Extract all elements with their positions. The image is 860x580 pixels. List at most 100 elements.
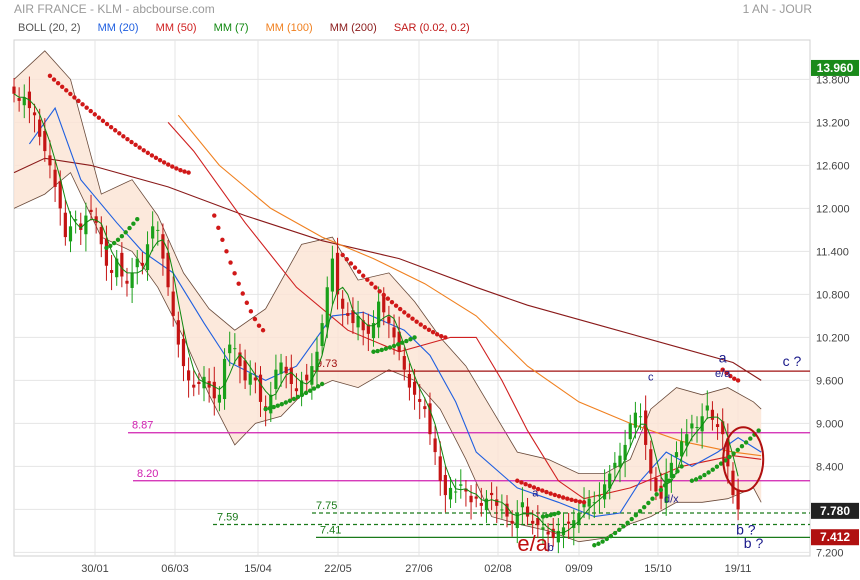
candle-body [17, 98, 21, 101]
sar-dot [439, 333, 444, 339]
sar-dot [621, 524, 626, 529]
candle-body [315, 351, 319, 371]
sar-dot [727, 454, 732, 460]
legend: BOLL (20, 2) MM (20) MM (50) MM (7) MM (… [18, 22, 484, 34]
candle-body [597, 495, 602, 497]
sar-dot [287, 398, 293, 403]
x-tick-label: 27/06 [405, 563, 433, 575]
sar-dot [356, 269, 362, 274]
candle-body [274, 369, 278, 390]
sar-dot [662, 483, 668, 488]
sar-dot [375, 348, 380, 354]
sar-dot [565, 496, 570, 501]
candle-body [341, 298, 345, 309]
wave-label-0: e/a [517, 531, 548, 556]
wave-label-4: d/x [664, 493, 679, 505]
candle-body [130, 272, 134, 288]
price-label-green: 13.960 [817, 61, 854, 75]
ma-line-200 [13, 157, 762, 381]
candle-body [448, 487, 453, 500]
y-tick-label: 12.600 [816, 160, 850, 172]
sar-dot [604, 536, 609, 542]
sar-dot [117, 131, 122, 136]
sar-dot [689, 478, 695, 483]
candle-body [726, 438, 730, 467]
sar-dot [531, 485, 537, 490]
wave-label-9: b ? [744, 535, 764, 551]
sar-dot [108, 243, 113, 249]
candle-body [125, 280, 129, 284]
x-tick-label: 02/08 [484, 563, 512, 575]
chart-period[interactable]: 1 AN - JOUR [742, 2, 812, 16]
candle-body [500, 509, 504, 511]
candle-body [495, 499, 499, 506]
candle-body [664, 473, 668, 503]
candle-body [330, 258, 334, 292]
price-tag-black [811, 502, 859, 519]
candle-body [392, 327, 396, 338]
sar-dot [548, 491, 553, 496]
sar-dot [111, 240, 117, 246]
y-tick-label: 11.400 [816, 246, 849, 258]
sar-dot [157, 157, 163, 163]
candle-body [115, 258, 119, 278]
candle-body [22, 97, 26, 106]
sar-dot [311, 386, 317, 391]
candle-body [63, 212, 67, 238]
sar-dot [418, 322, 423, 327]
candle-body [484, 498, 489, 511]
candle-body [192, 384, 196, 388]
price-label-black: 7.780 [820, 504, 850, 518]
legend-mm20: MM (20) [97, 22, 139, 34]
sar-dot [279, 401, 284, 407]
candle-body [238, 352, 242, 367]
sar-dot [724, 370, 729, 376]
candle-body [443, 475, 447, 496]
candle-body [284, 366, 288, 374]
x-tick-label: 19/11 [725, 563, 752, 575]
candle-body [515, 513, 519, 529]
wave-label-8: b ? [736, 522, 756, 538]
sar-dot [728, 373, 733, 379]
chart-title: AIR FRANCE - KLM - abcbourse.com [14, 2, 215, 16]
price-tag-green [811, 59, 859, 76]
sar-dot [596, 541, 601, 546]
sar-dot [735, 378, 741, 383]
candle-body [705, 405, 709, 411]
candle-body [176, 320, 180, 345]
ma-line-7 [13, 93, 739, 534]
sar-dot [523, 481, 528, 487]
candle-body [109, 270, 114, 273]
sar-dot [560, 495, 566, 500]
candle-body [680, 441, 684, 457]
candle-body [464, 488, 468, 492]
sar-dot [658, 487, 664, 493]
sar-dot [395, 342, 401, 347]
sar-dot [186, 170, 191, 175]
candle-body [228, 344, 232, 354]
sar-dot [68, 91, 73, 97]
y-tick-label: 7.200 [816, 547, 844, 559]
y-tick-label: 13.800 [816, 74, 850, 86]
sar-dot [577, 499, 583, 504]
candle-body [479, 502, 483, 506]
candle-body [412, 381, 417, 395]
candle-body [628, 423, 632, 440]
candle-body [428, 403, 432, 435]
wave-label-7: c ? [783, 353, 802, 369]
candle-body [320, 323, 324, 347]
candle-body [438, 456, 442, 481]
sar-dot [385, 296, 391, 301]
sar-dot [383, 346, 389, 351]
sar-dot [283, 400, 289, 405]
y-tick-label: 9.000 [816, 418, 844, 430]
sar-dot [720, 367, 725, 372]
candle-body [212, 381, 216, 399]
candle-body [299, 380, 304, 396]
sar-dot [412, 335, 417, 340]
sar-dot [240, 291, 245, 296]
sar-dot [617, 527, 622, 532]
candle-body [736, 489, 740, 510]
sar-dot [629, 516, 634, 522]
